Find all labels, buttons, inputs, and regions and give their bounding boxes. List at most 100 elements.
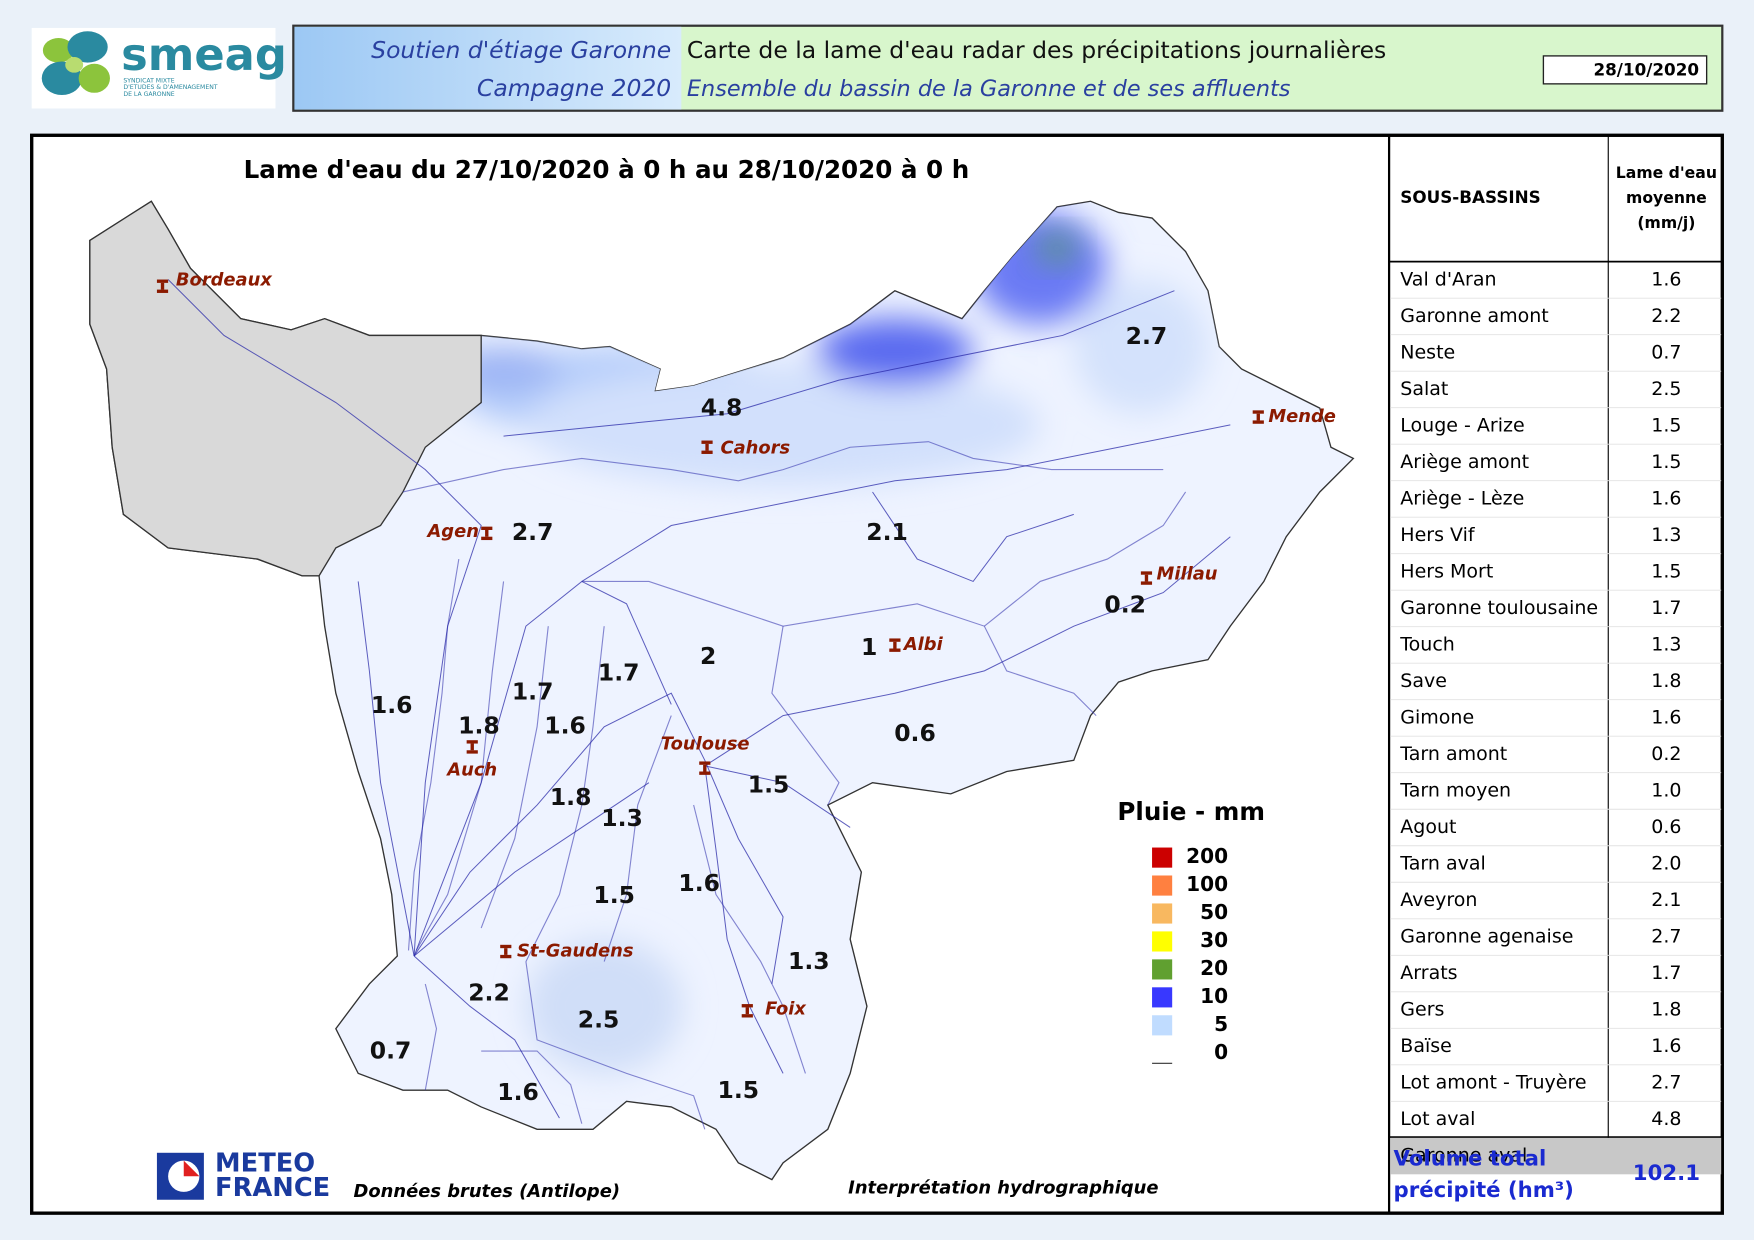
- table-header: Lame d'eau: [1616, 163, 1717, 182]
- city-pin: [699, 771, 711, 775]
- basin-value: 1.6: [497, 1078, 539, 1106]
- source: Données brutes (Antilope): [354, 1181, 620, 1202]
- basin-name: Garonne agenaise: [1400, 926, 1573, 948]
- basin-name: Tarn moyen: [1399, 779, 1511, 801]
- city-pin: [160, 282, 165, 290]
- city-label: Bordeaux: [176, 270, 272, 291]
- basin-value: 1.6: [371, 691, 413, 719]
- city-pin: [481, 536, 493, 541]
- legend-label: 0: [1214, 1040, 1228, 1064]
- city-pin: [889, 638, 901, 642]
- campaign: Campagne 2020: [477, 74, 671, 102]
- city-pin: [703, 764, 707, 772]
- basin-name: Lot amont - Truyère: [1400, 1072, 1586, 1094]
- basin-mean: 1.6: [1651, 706, 1681, 728]
- basin-name: Neste: [1400, 341, 1455, 363]
- header-subtitle: Ensemble du bassin de la Garonne et de s…: [687, 76, 1291, 102]
- basin-mean: 2.2: [1651, 305, 1681, 327]
- basin-mean: 1.6: [1651, 1035, 1681, 1057]
- basin-mean: 1.6: [1651, 268, 1681, 290]
- basin-value: 2.5: [578, 1005, 620, 1033]
- map-title: Lame d'eau du 27/10/2020 à 0 h au 28/10/…: [244, 155, 970, 184]
- city-pin: [470, 743, 474, 751]
- basin-name: Val d'Aran: [1400, 268, 1496, 290]
- city-pin: [701, 440, 713, 444]
- table-header: moyenne: [1626, 188, 1707, 207]
- city-pin: [893, 641, 897, 649]
- basin-mean: 1.5: [1651, 451, 1681, 473]
- header-left: [294, 26, 682, 110]
- legend-label: 100: [1186, 872, 1228, 896]
- basin-name: Agout: [1400, 816, 1456, 838]
- rivers: [167, 279, 1231, 1119]
- legend-label: 50: [1200, 900, 1228, 924]
- basin-mean: 1.6: [1651, 487, 1681, 509]
- basin-mean: 1.5: [1651, 560, 1681, 582]
- basin-value: 2.7: [512, 518, 554, 546]
- legend-label: 5: [1214, 1012, 1228, 1036]
- city-label: Agen: [425, 521, 478, 542]
- basin-name: Lot aval: [1400, 1108, 1475, 1130]
- basin-value: 1: [861, 633, 877, 661]
- basin-mean: 4.8: [1651, 1108, 1681, 1130]
- legend-swatch: [1152, 987, 1173, 1008]
- table-row-shade: [1390, 1137, 1722, 1175]
- legend-swatch: [1152, 847, 1173, 868]
- basin-value: 2.2: [468, 979, 510, 1007]
- total-label: Volume total: [1394, 1146, 1547, 1171]
- basin-value: 1.3: [601, 804, 643, 832]
- city-label: Foix: [765, 999, 806, 1020]
- city-label: Cahors: [720, 437, 790, 458]
- basin-name: Ariège - Lèze: [1400, 487, 1524, 509]
- city-label: Toulouse: [661, 734, 750, 755]
- header-title: Carte de la lame d'eau radar des précipi…: [687, 36, 1386, 64]
- city-pin: [156, 289, 169, 293]
- logo-name: smeag: [121, 28, 287, 81]
- basin-mean: 0.2: [1651, 743, 1681, 765]
- basin-name: Save: [1400, 670, 1447, 692]
- legend-label: 200: [1186, 844, 1228, 868]
- basin-value: 1.6: [544, 711, 586, 739]
- logo-subtitle: SYNDICAT MIXTE: [123, 78, 174, 85]
- logo-subtitle: DE LA GARONNE: [123, 91, 174, 98]
- city-label: Auch: [445, 759, 497, 780]
- city-pin: [889, 648, 901, 652]
- legend-swatch: [1152, 931, 1173, 952]
- basin-name: Aveyron: [1400, 889, 1477, 911]
- basin-mean: 1.7: [1651, 597, 1681, 619]
- legend-swatch: [1152, 1015, 1173, 1036]
- basin-name: Touch: [1399, 633, 1455, 655]
- basin-value: 1.8: [458, 711, 500, 739]
- basin-name: Garonne aval: [1400, 1145, 1527, 1167]
- city-label: Albi: [902, 634, 944, 655]
- city-pin: [1252, 420, 1264, 424]
- basin-name: Garonne amont: [1400, 305, 1548, 327]
- basin-name: Salat: [1400, 378, 1448, 400]
- city-label: Mende: [1268, 406, 1336, 427]
- basin-mean: 2.5: [1651, 378, 1681, 400]
- basin-value: 1.7: [512, 678, 554, 706]
- legend-swatch: [1152, 903, 1173, 924]
- legend-title: Pluie - mm: [1117, 797, 1265, 826]
- basin-name: Tarn amont: [1399, 743, 1507, 765]
- city-pin: [485, 529, 489, 537]
- total-value: 102.1: [1633, 1161, 1700, 1186]
- legend-label: 10: [1200, 984, 1228, 1008]
- city-pin: [1256, 413, 1260, 421]
- basin-mean: 1.7: [1651, 962, 1681, 984]
- city-pin: [500, 954, 512, 959]
- basin-value: 1.5: [748, 771, 790, 799]
- city-label: Millau: [1157, 564, 1218, 585]
- city-pin: [745, 1007, 749, 1015]
- map: [89, 200, 1355, 1181]
- table-header: (mm/j): [1637, 213, 1695, 232]
- interpretation: Interprétation hydrographique: [848, 1178, 1158, 1199]
- city-pin: [1140, 581, 1153, 585]
- city-pin: [1252, 410, 1264, 414]
- basin-name: Louge - Arize: [1400, 414, 1524, 436]
- basin-value: 2.1: [866, 518, 908, 546]
- basin-name: Hers Mort: [1400, 560, 1493, 582]
- city-pin: [699, 761, 711, 765]
- basin-value: 1.6: [678, 869, 720, 897]
